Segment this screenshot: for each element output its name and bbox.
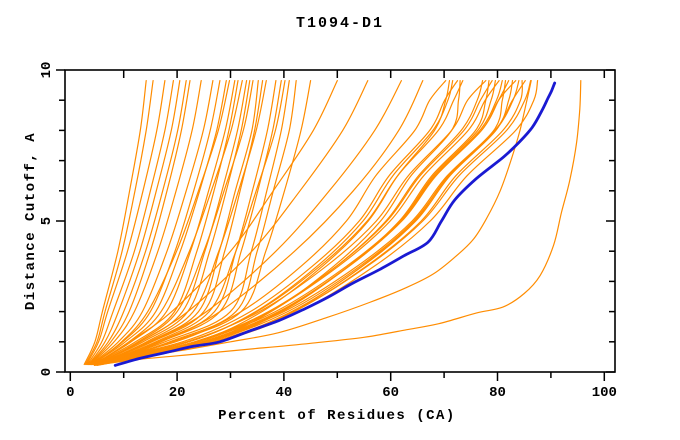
- predicted-models-curve: [89, 80, 191, 366]
- x-tick-label: 80: [489, 385, 506, 401]
- predicted-models-curve: [98, 80, 286, 366]
- x-tick-label: 60: [382, 385, 399, 401]
- predicted-models-curve: [96, 80, 496, 364]
- predicted-models-curve: [100, 80, 510, 364]
- x-tick-label: 0: [66, 385, 74, 401]
- predicted-models-curve: [93, 80, 582, 366]
- predicted-models-curve: [86, 80, 174, 366]
- highlighted-model-curve: [113, 81, 557, 367]
- predicted-models-curve: [90, 80, 221, 366]
- predicted-models-curve: [93, 80, 487, 364]
- predicted-models-curve: [92, 80, 236, 366]
- predicted-models-curve: [89, 80, 459, 364]
- y-tick-label: 10: [39, 62, 55, 79]
- predicted-models-curve: [107, 80, 532, 364]
- predicted-models-curve: [95, 80, 264, 366]
- predicted-models-curve: [91, 80, 231, 366]
- y-axis-label: Distance Cutoff, A: [23, 132, 39, 310]
- model-curves: [83, 80, 582, 367]
- predicted-models-curve: [96, 80, 369, 366]
- predicted-models-curve: [92, 80, 239, 366]
- predicted-models-curve: [87, 80, 181, 366]
- predicted-models-curve: [94, 80, 254, 366]
- predicted-models-curve: [85, 80, 166, 366]
- predicted-models-curve: [98, 80, 290, 366]
- predicted-models-curve: [106, 80, 526, 364]
- predicted-models-curve: [94, 80, 251, 366]
- chart-title: T1094-D1: [296, 15, 384, 32]
- predicted-models-curve: [90, 80, 214, 366]
- predicted-models-curve: [97, 80, 500, 364]
- predicted-models-curve: [105, 80, 523, 364]
- predicted-models-curve: [84, 80, 154, 366]
- predicted-models-curve: [102, 80, 517, 364]
- predicted-models-curve: [83, 80, 147, 366]
- x-tick-label: 40: [275, 385, 292, 401]
- predicted-models-curve: [96, 80, 267, 366]
- y-tick-label: 5: [39, 217, 55, 225]
- axes-frame: 0 20 40 60 80 100 0 5 10: [39, 62, 617, 401]
- x-axis-label: Percent of Residues (CA): [218, 408, 456, 424]
- predicted-models-curve: [92, 80, 484, 364]
- y-tick-label: 0: [39, 368, 55, 376]
- predicted-models-curve: [93, 80, 338, 366]
- predicted-models-curve: [99, 80, 312, 366]
- x-tick-label: 100: [592, 385, 617, 401]
- predicted-models-curve: [99, 80, 402, 366]
- predicted-models-curve: [85, 80, 447, 364]
- predicted-models-curve: [103, 80, 520, 364]
- predicted-models-curve: [89, 80, 202, 366]
- predicted-models-curve: [99, 80, 297, 366]
- x-tick-label: 20: [169, 385, 186, 401]
- predicted-models-curve: [95, 80, 493, 364]
- predicted-models-curve: [96, 80, 532, 366]
- predicted-models-curve: [88, 80, 187, 366]
- predicted-models-curve: [101, 80, 424, 366]
- predicted-models-curve: [91, 80, 227, 366]
